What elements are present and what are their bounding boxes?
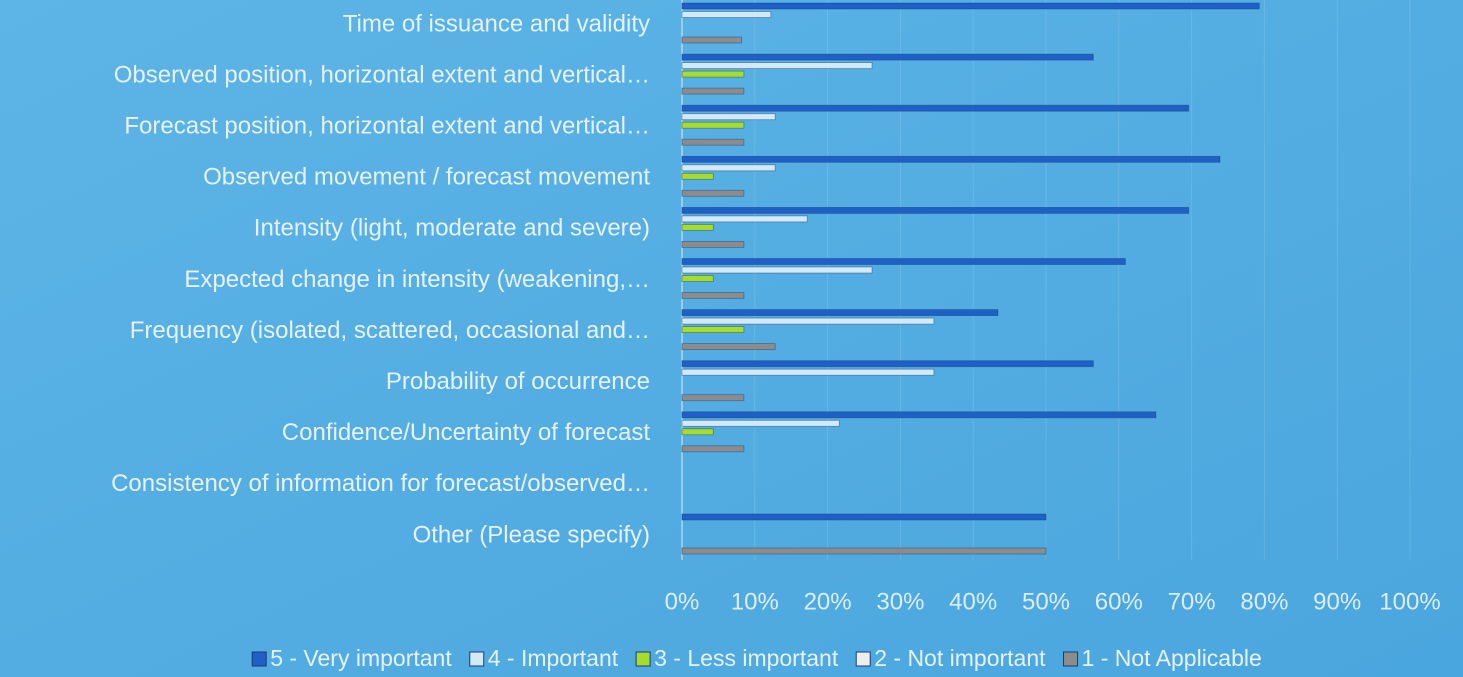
bar (681, 513, 1047, 521)
y-tick-label: Time of issuance and validity (343, 10, 650, 37)
x-tick-label: 100% (1379, 588, 1440, 615)
y-tick-label: Frequency (isolated, scattered, occasion… (130, 317, 650, 344)
y-tick-label: Other (Please specify) (413, 521, 650, 548)
bar (681, 87, 745, 95)
bar (681, 428, 714, 436)
legend-swatch (635, 651, 651, 667)
bar (681, 206, 1190, 214)
bar (681, 36, 743, 44)
legend-label: 3 - Less important (654, 645, 839, 671)
bar (681, 172, 714, 180)
y-tick-label: Intensity (light, moderate and severe) (254, 215, 650, 242)
y-tick-label: Probability of occurrence (386, 368, 650, 395)
legend: 5 - Very important 4 - Important 3 - Less … (251, 645, 1262, 671)
legend-swatch (251, 651, 267, 667)
x-tick-label: 30% (876, 588, 924, 615)
x-tick-label: 10% (731, 588, 779, 615)
x-tick-label: 40% (949, 588, 997, 615)
y-tick-label: Observed position, horizontal extent and… (114, 61, 650, 88)
bar (681, 121, 745, 129)
bar (681, 292, 745, 299)
legend-label: 4 - Important (488, 645, 619, 671)
bar (681, 309, 999, 317)
x-tick-label: 80% (1240, 588, 1288, 615)
bar (681, 445, 745, 453)
bar (681, 343, 776, 351)
bar (681, 104, 1190, 112)
bar (681, 411, 1157, 419)
x-tick-label: 50% (1022, 588, 1070, 615)
x-tick-label: 70% (1168, 588, 1216, 615)
legend-label: 1 - Not Applicable (1082, 645, 1262, 671)
bar (681, 326, 745, 334)
bar (681, 419, 840, 427)
y-tick-label: Forecast position, horizontal extent and… (124, 113, 650, 140)
bar (681, 317, 935, 325)
bar (681, 2, 1260, 10)
bar (681, 70, 745, 78)
bar (681, 53, 1094, 61)
x-tick-label: 60% (1095, 588, 1143, 615)
y-tick-label: Consistency of information for forecast/… (111, 470, 650, 497)
bar (681, 155, 1221, 163)
bar (681, 189, 745, 197)
y-tick-label: Observed movement / forecast movement (203, 164, 650, 191)
bar (681, 360, 1094, 368)
bar (681, 113, 776, 121)
bar (681, 275, 714, 282)
bar (681, 164, 776, 172)
bar (681, 394, 745, 402)
bar (681, 138, 745, 146)
y-tick-label: Expected change in intensity (weakening,… (184, 266, 650, 293)
legend-swatch (1063, 651, 1079, 667)
x-tick-label: 0% (665, 588, 700, 615)
legend-label: 5 - Very important (270, 645, 452, 671)
bar (681, 240, 745, 248)
legend-swatch (469, 651, 485, 667)
x-tick-label: 90% (1313, 588, 1361, 615)
bar (681, 266, 873, 274)
bar (681, 368, 935, 376)
bar (681, 215, 808, 223)
legend-label: 2 - Not important (874, 645, 1046, 671)
y-tick-label: Confidence/Uncertainty of forecast (282, 419, 651, 446)
bar (681, 11, 772, 18)
x-tick-label: 20% (804, 588, 852, 615)
bar (681, 547, 1047, 555)
legend-swatch (855, 651, 871, 667)
bar (681, 223, 714, 231)
bar (681, 62, 873, 69)
bar (681, 258, 1126, 265)
